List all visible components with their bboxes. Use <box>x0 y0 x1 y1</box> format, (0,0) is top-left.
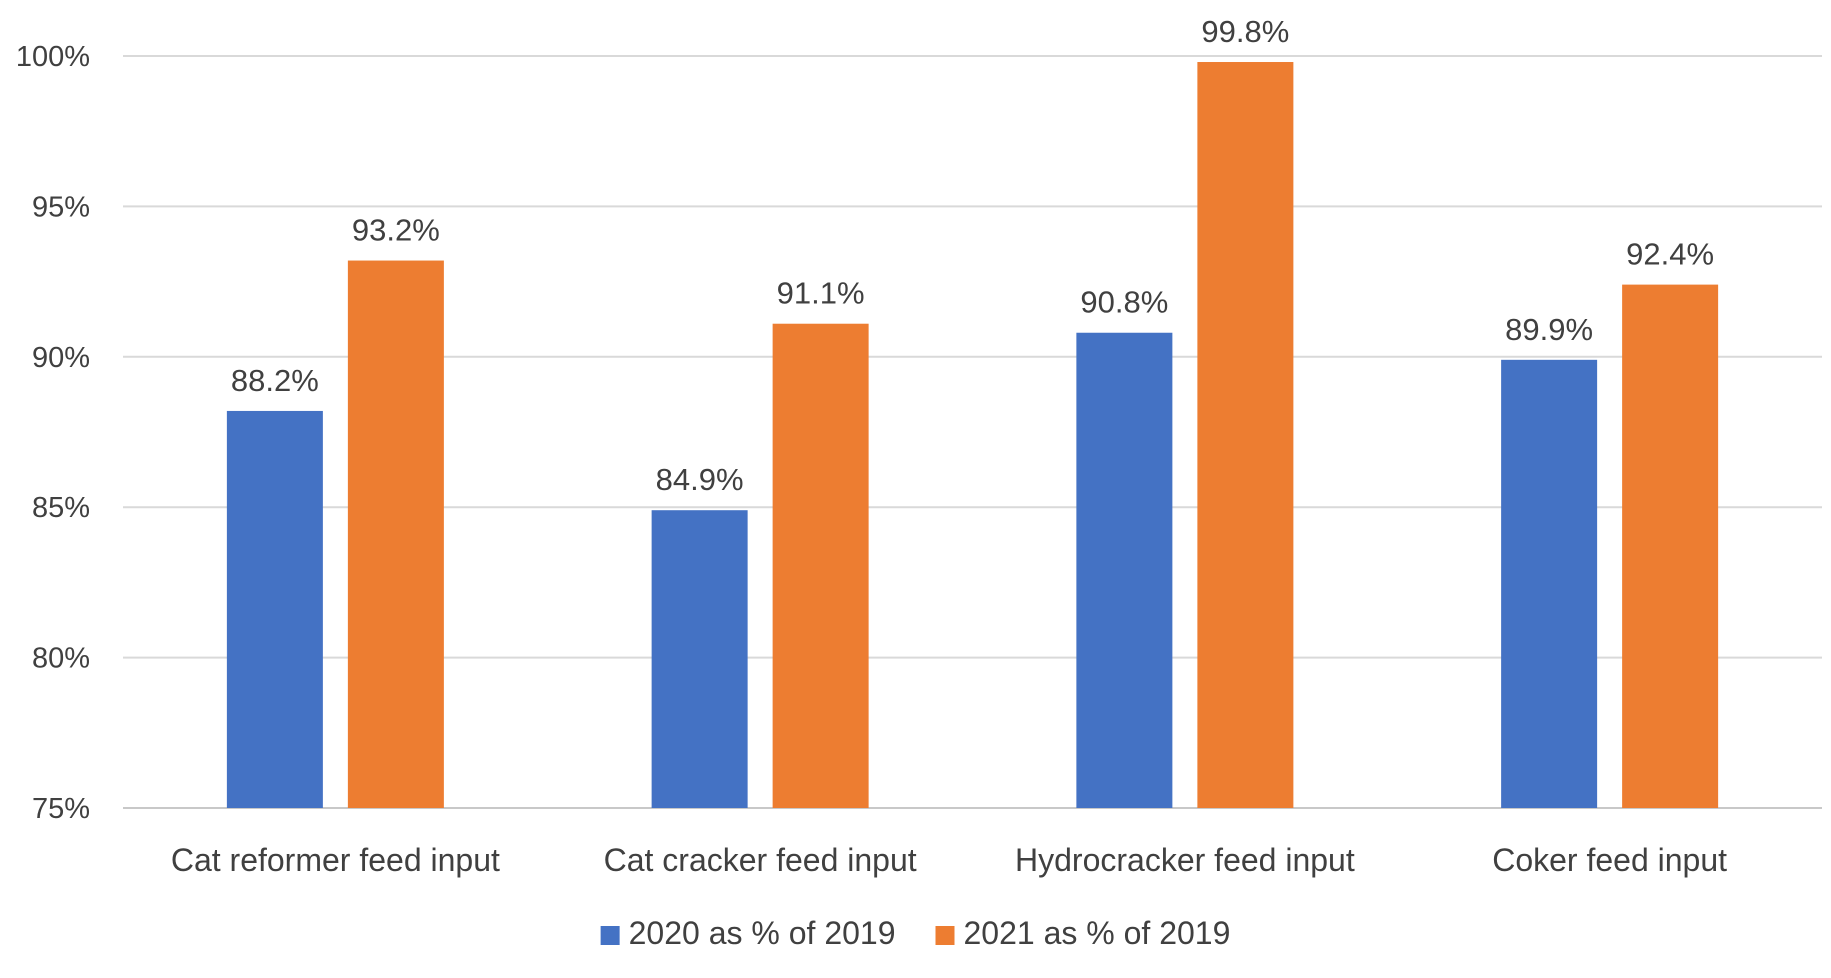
x-category-label: Coker feed input <box>1492 842 1727 878</box>
y-tick-label: 90% <box>32 342 90 374</box>
bar-1-3 <box>1076 332 1173 808</box>
data-label: 99.8% <box>1201 14 1289 49</box>
legend-swatch <box>935 926 955 945</box>
y-tick-label: 80% <box>32 643 90 675</box>
data-label: 89.9% <box>1505 312 1593 347</box>
data-labels: 88.2% 93.2% 84.9% 91.1% 90.8% 99.8% 89.9% 92.4% <box>231 14 1714 497</box>
data-label: 92.4% <box>1626 237 1714 272</box>
legend-swatch <box>600 926 620 945</box>
legend: 2020 as % of 2019 2021 as % of 2019 <box>600 915 1231 951</box>
y-axis-ticks: 75% 80% 85% 90% 95% 100% <box>16 41 90 825</box>
legend-item: 2020 as % of 2019 <box>600 915 896 951</box>
x-category-label: Hydrocracker feed input <box>1015 842 1355 878</box>
x-axis-categories: Cat reformer feed input Cat cracker feed … <box>171 842 1727 878</box>
y-tick-label: 95% <box>32 191 90 223</box>
data-label: 90.8% <box>1080 285 1168 320</box>
y-tick-label: 75% <box>32 793 90 825</box>
data-label: 93.2% <box>352 213 440 248</box>
legend-label: 2020 as % of 2019 <box>629 915 896 951</box>
legend-label: 2021 as % of 2019 <box>964 915 1231 951</box>
x-category-label: Cat reformer feed input <box>171 842 500 878</box>
bars <box>226 62 1719 809</box>
data-label: 91.1% <box>777 276 865 311</box>
legend-item: 2021 as % of 2019 <box>935 915 1231 951</box>
y-tick-label: 85% <box>32 492 90 524</box>
bar-2-1 <box>347 260 444 808</box>
data-label: 88.2% <box>231 363 319 398</box>
bar-1-2 <box>651 510 748 808</box>
bar-2-2 <box>772 323 869 808</box>
y-tick-label: 100% <box>16 41 90 73</box>
x-category-label: Cat cracker feed input <box>604 842 917 878</box>
bar-2-4 <box>1622 284 1719 808</box>
data-label: 84.9% <box>656 462 744 497</box>
bar-1-4 <box>1501 359 1598 808</box>
bar-2-3 <box>1197 62 1294 809</box>
bar-1-1 <box>226 410 323 808</box>
